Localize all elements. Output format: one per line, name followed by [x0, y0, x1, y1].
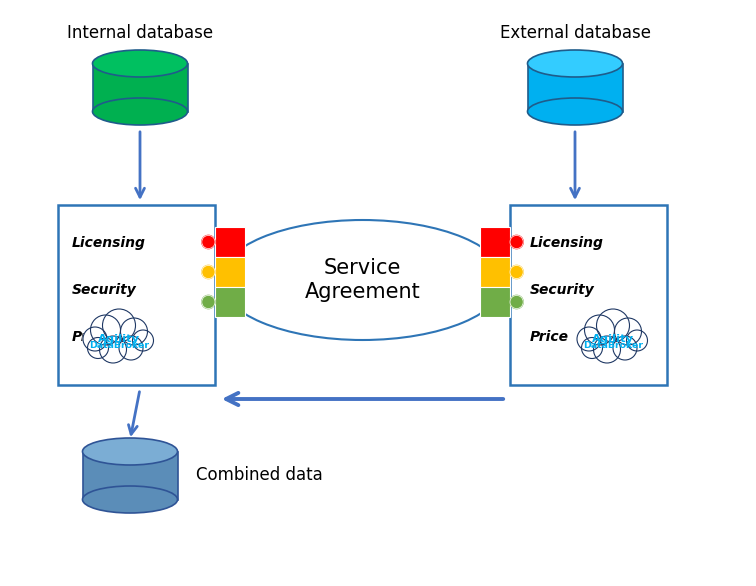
Text: Security: Security [72, 283, 137, 297]
Circle shape [613, 336, 637, 360]
Circle shape [202, 265, 215, 278]
Circle shape [120, 318, 147, 345]
Text: Service
Agreement: Service Agreement [305, 258, 420, 302]
Circle shape [593, 336, 621, 363]
FancyBboxPatch shape [215, 227, 245, 257]
Circle shape [577, 327, 601, 351]
Circle shape [584, 315, 615, 345]
FancyBboxPatch shape [480, 287, 510, 317]
Circle shape [202, 295, 215, 309]
Text: Internal database: Internal database [67, 24, 213, 42]
Circle shape [510, 295, 523, 309]
Text: Licensing: Licensing [72, 236, 146, 250]
Circle shape [581, 338, 603, 359]
Text: External database: External database [500, 24, 650, 42]
Ellipse shape [92, 98, 187, 125]
Circle shape [88, 338, 109, 359]
FancyBboxPatch shape [480, 257, 510, 287]
Text: Combined data: Combined data [196, 466, 322, 485]
Circle shape [91, 315, 120, 345]
Circle shape [510, 236, 523, 248]
FancyBboxPatch shape [510, 205, 667, 385]
Circle shape [83, 327, 107, 351]
FancyBboxPatch shape [480, 227, 510, 257]
Text: DataBroker: DataBroker [89, 341, 149, 350]
Text: Security: Security [530, 283, 595, 297]
Circle shape [103, 309, 135, 342]
FancyBboxPatch shape [58, 205, 215, 385]
Polygon shape [82, 451, 178, 499]
Ellipse shape [82, 486, 178, 513]
FancyBboxPatch shape [215, 287, 245, 317]
Circle shape [202, 236, 215, 248]
Circle shape [627, 330, 647, 351]
Circle shape [119, 336, 143, 360]
Ellipse shape [82, 438, 178, 465]
Ellipse shape [92, 50, 187, 77]
Text: Price: Price [72, 330, 111, 344]
Polygon shape [528, 63, 622, 111]
Text: Licensing: Licensing [530, 236, 604, 250]
Circle shape [132, 330, 153, 351]
Text: Price: Price [530, 330, 569, 344]
Circle shape [510, 265, 523, 278]
Text: Agility: Agility [98, 334, 140, 344]
Ellipse shape [528, 50, 622, 77]
Polygon shape [92, 63, 187, 111]
Text: DataBroker: DataBroker [583, 341, 643, 350]
FancyBboxPatch shape [215, 257, 245, 287]
Circle shape [596, 309, 630, 342]
Text: Agility: Agility [592, 334, 634, 344]
Circle shape [100, 336, 126, 363]
Circle shape [615, 318, 642, 345]
Ellipse shape [220, 220, 505, 340]
Ellipse shape [528, 98, 622, 125]
